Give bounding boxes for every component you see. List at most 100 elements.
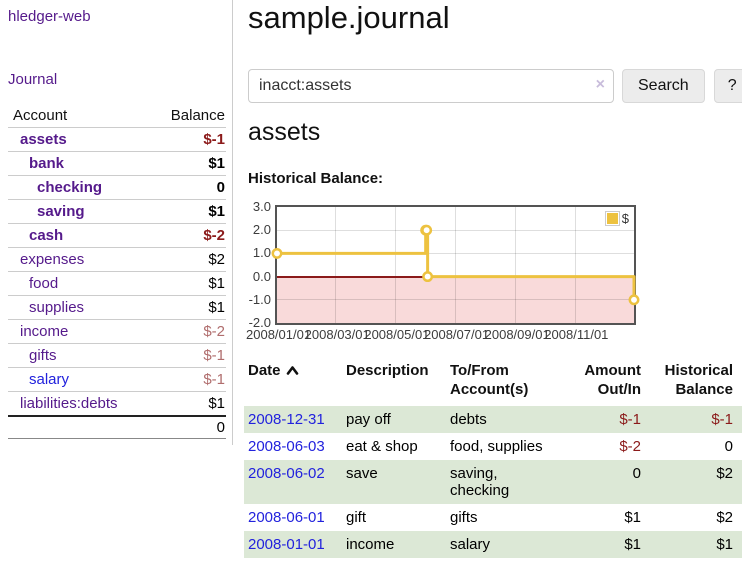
x-tick-label: 2008/07/01	[424, 327, 490, 342]
transaction-date-link[interactable]: 2008-12-31	[248, 411, 325, 428]
data-point-marker	[422, 271, 434, 283]
y-gridline	[277, 299, 634, 301]
x-tick-label: 2008/01/01	[246, 327, 312, 342]
sidebar-account-link[interactable]: income	[20, 323, 69, 340]
sidebar-account-link[interactable]: checking	[37, 179, 103, 196]
account-balance: $1	[208, 203, 225, 220]
transaction-accounts: debts	[450, 411, 487, 428]
sidebar-account-link[interactable]: supplies	[29, 299, 85, 316]
data-point-marker	[628, 294, 640, 306]
accounts-table-header: Account Balance	[8, 103, 226, 127]
account-row: liabilities:debts $1	[8, 391, 226, 415]
main-content: sample.journal × Search ? assets Histori…	[244, 0, 742, 582]
account-heading: assets	[248, 118, 321, 146]
account-balance: $1	[208, 395, 225, 412]
register-row: 2008-06-03 eat & shop food, supplies $-2 0	[244, 433, 742, 460]
sidebar-account-link[interactable]: gifts	[29, 347, 57, 364]
transaction-date-link[interactable]: 2008-06-03	[248, 438, 325, 455]
sort-ascending-icon	[286, 366, 298, 375]
y-tick-label: -1.0	[248, 291, 271, 307]
accounts-header-account: Account	[13, 106, 68, 124]
transaction-balance: 0	[724, 438, 733, 455]
sidebar-account-link[interactable]: salary	[29, 371, 70, 388]
chart-plot: $	[271, 205, 640, 325]
sidebar-item-journal[interactable]: Journal	[8, 71, 58, 88]
legend-label: $	[621, 211, 629, 226]
transaction-amount: 0	[632, 465, 641, 482]
sidebar-account-link[interactable]: food	[29, 275, 59, 292]
transaction-accounts: saving, checking	[450, 465, 510, 499]
y-tick-label: 0.0	[252, 268, 271, 284]
register-header-description: Description	[346, 362, 429, 379]
register-header-accounts: To/From Account(s)	[450, 362, 529, 398]
clear-search-icon[interactable]: ×	[595, 76, 605, 93]
transaction-balance: $2	[716, 465, 733, 482]
account-balance: $-1	[203, 131, 225, 148]
search-field-wrap: ×	[248, 69, 614, 103]
register-table: Date Description To/From Account(s) Amou…	[244, 358, 742, 558]
app-title-link[interactable]: hledger-web	[8, 8, 91, 25]
account-row: bank $1	[8, 151, 226, 175]
y-gridline	[277, 229, 634, 231]
register-header-date[interactable]: Date	[244, 358, 346, 406]
account-balance: $-2	[203, 323, 225, 340]
transaction-date-link[interactable]: 2008-06-02	[248, 465, 325, 482]
transaction-date-link[interactable]: 2008-01-01	[248, 536, 325, 553]
account-balance: $2	[208, 251, 225, 268]
x-gridline	[394, 207, 396, 323]
transaction-balance: $-1	[711, 411, 733, 428]
sidebar-account-link[interactable]: expenses	[20, 251, 85, 268]
y-tick-label: 3.0	[252, 199, 271, 214]
y-gridline	[277, 252, 634, 254]
search-form: × Search ?	[248, 69, 742, 103]
sidebar: hledger-web Journal Account Balance asse…	[0, 0, 233, 445]
sidebar-account-link[interactable]: cash	[29, 227, 64, 244]
x-tick-label: 2008/05/01	[364, 327, 430, 342]
data-point-marker	[421, 224, 433, 236]
transaction-amount: $-1	[619, 411, 641, 428]
register-table-body: 2008-12-31 pay off debts $-1 $-1 2008-06-03 ea…	[244, 406, 742, 558]
transaction-accounts: food, supplies	[450, 438, 543, 455]
accounts-total-row: 0	[8, 415, 226, 439]
register-header-amount: Amount Out/In	[584, 362, 641, 398]
account-row: expenses $2	[8, 247, 226, 271]
account-row: supplies $1	[8, 295, 226, 319]
account-row: income $-2	[8, 319, 226, 343]
register-row: 2008-01-01 income salary $1 $1	[244, 531, 742, 558]
chart-legend: $	[604, 211, 629, 226]
accounts-total-balance: 0	[216, 419, 225, 436]
accounts-header-balance: Balance	[170, 106, 225, 124]
transaction-amount: $1	[624, 536, 641, 553]
sidebar-account-link[interactable]: bank	[29, 155, 65, 172]
transaction-amount: $1	[624, 509, 641, 526]
accounts-table-body: assets $-1 bank $1 checking 0 saving $1 cash $-2 e…	[8, 127, 226, 415]
transaction-description: gift	[346, 509, 367, 526]
x-gridline	[454, 207, 456, 323]
x-gridline	[335, 207, 337, 323]
account-row: food $1	[8, 271, 226, 295]
chart-x-axis: 2008/01/01 2008/03/01 2008/05/01 2008/07/01…	[244, 327, 742, 343]
x-gridline	[515, 207, 517, 323]
data-point-marker	[271, 247, 283, 259]
sidebar-account-link[interactable]: assets	[20, 131, 67, 148]
transaction-balance: $2	[716, 509, 733, 526]
chart-title: Historical Balance:	[248, 170, 384, 187]
transaction-description: eat & shop	[346, 438, 418, 455]
account-row: gifts $-1	[8, 343, 226, 367]
transaction-date-link[interactable]: 2008-06-01	[248, 509, 325, 526]
account-balance: $-1	[203, 347, 225, 364]
y-tick-label: 2.0	[252, 222, 271, 238]
register-row: 2008-06-01 gift gifts $1 $2	[244, 504, 742, 531]
sidebar-account-link[interactable]: liabilities:debts	[20, 395, 118, 412]
register-header-row: Date Description To/From Account(s) Amou…	[244, 358, 742, 406]
search-input[interactable]	[248, 69, 614, 103]
register-header-date-label: Date	[248, 362, 281, 379]
transaction-description: save	[346, 465, 378, 482]
transaction-balance: $1	[716, 536, 733, 553]
account-balance: $1	[208, 155, 225, 172]
x-tick-label: 2008/09/01	[484, 327, 550, 342]
search-button[interactable]: Search	[622, 69, 705, 103]
account-balance: $1	[208, 275, 225, 292]
sidebar-account-link[interactable]: saving	[37, 203, 85, 220]
help-button[interactable]: ?	[713, 69, 742, 103]
